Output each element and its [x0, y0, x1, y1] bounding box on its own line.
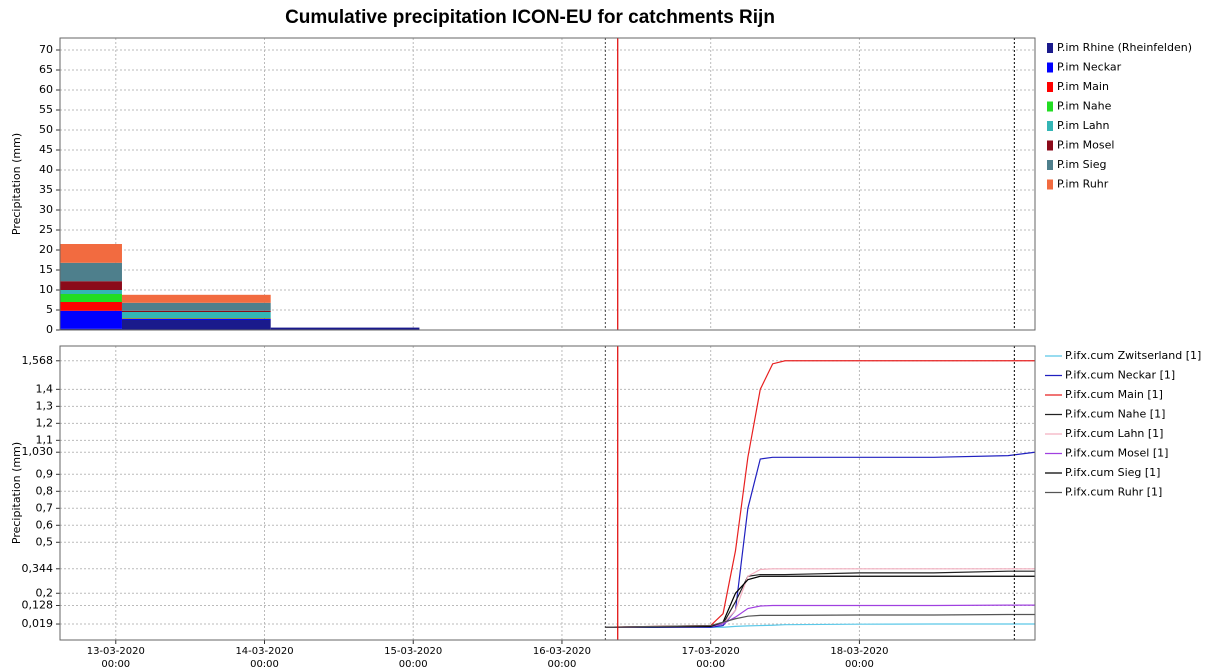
legend-label: P.im Ruhr [1057, 178, 1109, 191]
legend-label: P.im Rhine (Rheinfelden) [1057, 41, 1192, 54]
y-tick-label: 0,5 [36, 535, 54, 548]
y-tick-label: 0,128 [22, 599, 54, 612]
bar-segment [0, 311, 122, 329]
legend-label: P.im Nahe [1057, 100, 1112, 113]
chart-title: Cumulative precipitation ICON-EU for cat… [285, 7, 775, 28]
y-tick-label: 0,9 [36, 467, 54, 480]
y-tick-label: 0,8 [36, 484, 54, 497]
y-tick-label: 55 [39, 103, 53, 116]
bar-segment [0, 302, 122, 311]
legend-label: P.im Neckar [1057, 61, 1122, 74]
y-tick-label: 1,4 [36, 382, 54, 395]
y-tick-label: 60 [39, 83, 53, 96]
y-axis-label: Precipitation (mm) [10, 133, 23, 235]
y-tick-label: 10 [39, 283, 53, 296]
x-tick-label: 16-03-2020 00:00 [517, 645, 607, 671]
y-tick-label: 25 [39, 223, 53, 236]
x-tick-label: 15-03-2020 00:00 [368, 645, 458, 671]
y-tick-label: 35 [39, 183, 53, 196]
bar-segment [0, 263, 122, 281]
legend-label: P.ifx.cum Zwitserland [1] [1065, 349, 1201, 362]
y-tick-label: 1,1 [36, 433, 54, 446]
y-tick-label: 50 [39, 123, 53, 136]
legend-swatch [1047, 43, 1053, 53]
y-tick-label: 30 [39, 203, 53, 216]
plot-area [60, 346, 1035, 640]
y-tick-label: 1,568 [22, 354, 54, 367]
y-tick-label: 1,2 [36, 416, 54, 429]
x-tick-label: 13-03-2020 00:00 [71, 645, 161, 671]
y-tick-label: 70 [39, 43, 53, 56]
legend-swatch [1047, 63, 1053, 73]
y-tick-label: 0,2 [36, 586, 54, 599]
legend-label: P.ifx.cum Ruhr [1] [1065, 486, 1162, 499]
legend-label: P.im Lahn [1057, 119, 1110, 132]
y-tick-label: 0 [46, 323, 53, 336]
bar-segment [122, 295, 271, 303]
y-tick-label: 45 [39, 143, 53, 156]
legend-label: P.im Sieg [1057, 158, 1106, 171]
y-tick-label: 40 [39, 163, 53, 176]
y-tick-label: 1,3 [36, 399, 54, 412]
legend-swatch [1047, 141, 1053, 151]
y-tick-label: 20 [39, 243, 53, 256]
y-tick-label: 15 [39, 263, 53, 276]
x-tick-label: 17-03-2020 00:00 [666, 645, 756, 671]
bar-segment [122, 311, 271, 312]
legend-label: P.im Main [1057, 80, 1109, 93]
x-tick-label: 18-03-2020 00:00 [814, 645, 904, 671]
y-tick-label: 0,019 [22, 617, 54, 630]
legend-swatch [1047, 160, 1053, 170]
bar-segment [122, 312, 271, 318]
y-tick-label: 0,7 [36, 501, 54, 514]
legend-label: P.ifx.cum Nahe [1] [1065, 408, 1165, 421]
legend-swatch [1047, 180, 1053, 190]
bar-segment [0, 244, 122, 263]
y-axis-label: Precipitation (mm) [10, 442, 23, 544]
legend-swatch [1047, 121, 1053, 131]
legend-label: P.ifx.cum Lahn [1] [1065, 427, 1163, 440]
bar-segment [122, 319, 271, 320]
y-tick-label: 0,6 [36, 518, 54, 531]
legend-label: P.ifx.cum Mosel [1] [1065, 447, 1168, 460]
legend-label: P.im Mosel [1057, 139, 1114, 152]
plot-area [60, 38, 1035, 330]
legend-label: P.ifx.cum Main [1] [1065, 388, 1163, 401]
bar-segment [0, 290, 122, 294]
legend-swatch [1047, 102, 1053, 112]
bar-segment [122, 303, 271, 311]
y-tick-label: 5 [46, 303, 53, 316]
bar-segment [0, 281, 122, 290]
y-tick-label: 1,030 [22, 445, 54, 458]
bar-segment [122, 320, 271, 330]
x-tick-label: 14-03-2020 00:00 [220, 645, 310, 671]
bar-segment [0, 294, 122, 302]
legend-label: P.ifx.cum Sieg [1] [1065, 466, 1160, 479]
y-tick-label: 65 [39, 63, 53, 76]
legend-label: P.ifx.cum Neckar [1] [1065, 369, 1175, 382]
legend-swatch [1047, 82, 1053, 92]
y-tick-label: 0,344 [22, 562, 54, 575]
